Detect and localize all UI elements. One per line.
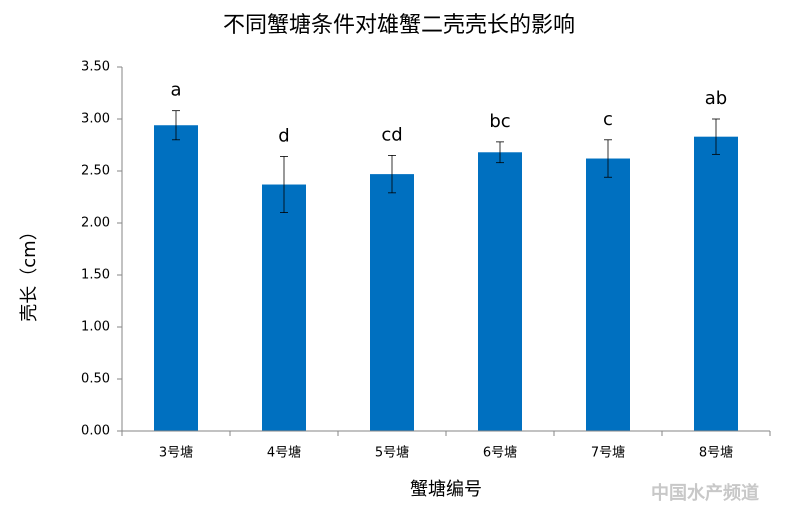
x-tick-label: 7号塘 [591, 445, 625, 461]
x-tick-label: 5号塘 [375, 445, 409, 461]
y-tick-label: 0.00 [81, 424, 110, 439]
chart-title: 不同蟹塘条件对雄蟹二壳壳长的影响 [223, 13, 575, 38]
annotation: d [278, 125, 289, 146]
x-axis-title: 蟹塘编号 [410, 479, 482, 500]
y-tick-label: 3.50 [81, 60, 110, 75]
bar [262, 184, 306, 431]
annotation: a [170, 80, 181, 101]
annotation: ab [705, 88, 727, 109]
x-tick-label: 6号塘 [483, 445, 517, 461]
y-axis-title: 壳长（cm） [19, 222, 40, 321]
annotation: cd [381, 124, 402, 145]
bar [478, 152, 522, 431]
bar [370, 174, 414, 431]
annotation: bc [489, 111, 510, 132]
annotation: c [603, 109, 613, 130]
watermark: 中国水产频道 [651, 482, 759, 504]
bar [586, 158, 630, 431]
x-tick-label: 4号塘 [267, 445, 301, 461]
y-tick-label: 0.50 [81, 372, 110, 387]
y-tick-label: 2.00 [81, 216, 110, 231]
x-tick-label: 8号塘 [699, 445, 733, 461]
y-tick-label: 1.00 [81, 320, 110, 335]
bar [694, 136, 738, 431]
x-tick-label: 3号塘 [159, 445, 193, 461]
y-tick-label: 1.50 [81, 268, 110, 283]
y-tick-label: 2.50 [81, 164, 110, 179]
y-tick-label: 3.00 [81, 112, 110, 127]
bar [154, 125, 198, 432]
